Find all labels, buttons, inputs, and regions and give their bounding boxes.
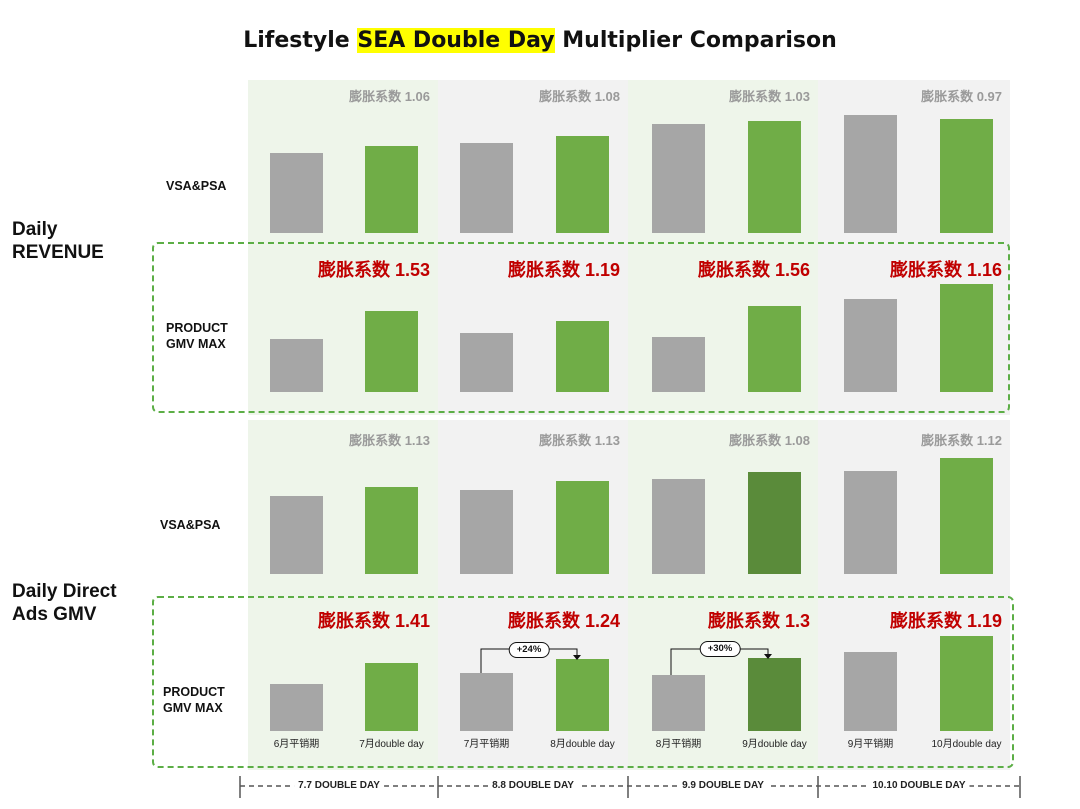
bar-vsa-psa-double-day: [556, 136, 609, 233]
bar-vsa-psa-baseline: [460, 490, 513, 574]
x-tick-label: 8月double day: [550, 739, 615, 750]
bar-vsa-psa-baseline: [460, 143, 513, 233]
bar-vsa-psa-baseline: [652, 124, 705, 233]
bar-vsa-psa-double-day: [365, 146, 418, 233]
multiplier-label: 膨胀系数 1.13: [539, 433, 620, 448]
bar-product-gmv-max-baseline: [270, 339, 323, 392]
chart-title: Lifestyle SEA Double Day Multiplier Comp…: [0, 28, 1080, 53]
bar-product-gmv-max-baseline: [844, 652, 897, 731]
row-label-vsa-psa-revenue: VSA&PSA: [166, 179, 227, 193]
bar-vsa-psa-baseline: [270, 153, 323, 233]
bar-product-gmv-max-double-day: [940, 636, 993, 731]
multiplier-label: 膨胀系数 0.97: [921, 89, 1002, 104]
multiplier-label: 膨胀系数 1.08: [729, 433, 810, 448]
bar-product-gmv-max-baseline: [270, 684, 323, 731]
bar-vsa-psa-baseline: [844, 471, 897, 574]
multiplier-label: 膨胀系数 1.16: [889, 260, 1002, 280]
multiplier-label: 膨胀系数 1.3: [707, 611, 810, 631]
multiplier-label: 膨胀系数 1.56: [697, 260, 810, 280]
bar-product-gmv-max-double-day: [365, 311, 418, 392]
bar-product-gmv-max-baseline: [652, 337, 705, 392]
bar-product-gmv-max-baseline: [460, 673, 513, 731]
bar-vsa-psa-double-day: [940, 458, 993, 574]
multiplier-label: 膨胀系数 1.03: [729, 89, 810, 104]
section-label-daily-direct-ads-gmv: Daily Direct Ads GMV: [12, 581, 117, 625]
timeline-label-8-8: 8.8 DOUBLE DAY: [488, 780, 578, 791]
bar-product-gmv-max-double-day: [556, 321, 609, 392]
x-tick-label: 9月平销期: [847, 739, 894, 750]
multiplier-label: 膨胀系数 1.19: [507, 260, 620, 280]
section-label-daily-revenue: Daily REVENUE: [12, 219, 104, 263]
highlight-box-ads-gmv-max: [152, 596, 1014, 768]
row-label-vsa-psa-ads: VSA&PSA: [160, 518, 221, 532]
bar-product-gmv-max-double-day: [940, 284, 993, 392]
multiplier-label: 膨胀系数 1.41: [317, 611, 430, 631]
bar-product-gmv-max-baseline: [844, 299, 897, 392]
x-tick-label: 6月平销期: [273, 739, 320, 750]
bar-vsa-psa-baseline: [844, 115, 897, 233]
highlight-box-revenue-gmv-max: [152, 242, 1010, 413]
multiplier-label: 膨胀系数 1.24: [507, 611, 620, 631]
multiplier-label: 膨胀系数 1.19: [889, 611, 1002, 631]
row-label-product-gmv-max-ads: PRODUCT GMV MAX: [163, 685, 225, 715]
bar-product-gmv-max-baseline: [460, 333, 513, 392]
x-tick-label: 9月double day: [742, 739, 807, 750]
growth-pill-9-9: +30%: [699, 641, 741, 657]
multiplier-label: 膨胀系数 1.12: [921, 433, 1002, 448]
timeline-label-9-9: 9.9 DOUBLE DAY: [678, 780, 768, 791]
x-tick-label: 7月平销期: [463, 739, 510, 750]
bar-vsa-psa-double-day: [940, 119, 993, 233]
x-tick-label: 7月double day: [359, 739, 424, 750]
x-tick-label: 10月double day: [931, 739, 1002, 750]
bar-vsa-psa-double-day: [556, 481, 609, 574]
multiplier-label: 膨胀系数 1.53: [317, 260, 430, 280]
multiplier-label: 膨胀系数 1.13: [349, 433, 430, 448]
timeline-label-10-10: 10.10 DOUBLE DAY: [868, 780, 970, 791]
bar-product-gmv-max-baseline: [652, 675, 705, 731]
x-tick-label: 8月平销期: [655, 739, 702, 750]
multiplier-label: 膨胀系数 1.06: [349, 89, 430, 104]
multiplier-label: 膨胀系数 1.08: [539, 89, 620, 104]
title-suffix: Multiplier Comparison: [554, 28, 837, 53]
bar-vsa-psa-double-day: [748, 472, 801, 574]
growth-pill-8-8: +24%: [508, 642, 550, 658]
title-prefix: Lifestyle: [243, 28, 358, 53]
bar-product-gmv-max-double-day: [748, 306, 801, 392]
row-label-product-gmv-max-revenue: PRODUCT GMV MAX: [166, 321, 228, 351]
bar-vsa-psa-baseline: [270, 496, 323, 574]
bar-vsa-psa-baseline: [652, 479, 705, 574]
bar-product-gmv-max-double-day: [365, 663, 418, 731]
bar-vsa-psa-double-day: [365, 487, 418, 574]
title-highlight: SEA Double Day: [357, 28, 555, 53]
timeline-label-7-7: 7.7 DOUBLE DAY: [294, 780, 384, 791]
bar-vsa-psa-double-day: [748, 121, 801, 233]
